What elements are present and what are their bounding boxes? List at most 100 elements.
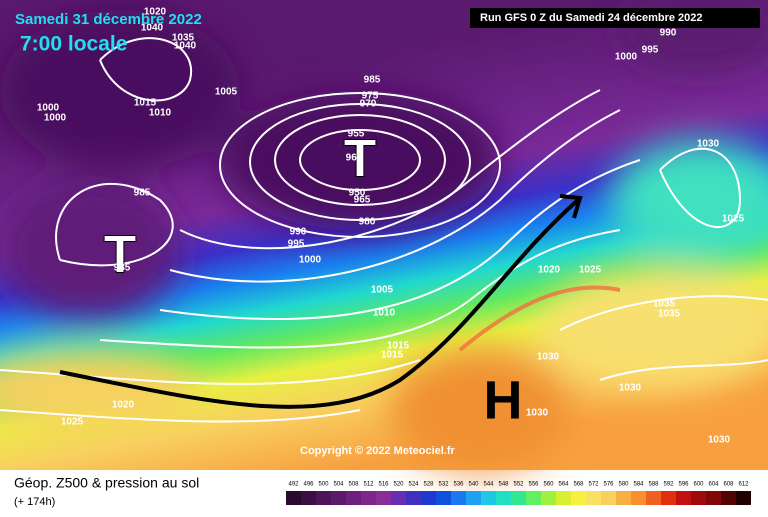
isobar-label: 985 xyxy=(114,263,131,274)
arrow xyxy=(59,198,580,409)
date: Samedi 31 décembre 2022 xyxy=(15,11,202,28)
isobar-label: 1035 xyxy=(653,299,676,310)
scale-label: 576 xyxy=(603,482,614,488)
scale-label: 504 xyxy=(333,482,344,488)
scale-swatch xyxy=(436,491,451,505)
isobar-label: 990 xyxy=(290,227,307,238)
high-marker: H xyxy=(484,370,523,430)
scale-label: 572 xyxy=(588,482,599,488)
isobar-label: 1020 xyxy=(538,265,561,276)
scale-label: 508 xyxy=(348,482,359,488)
scale-swatch xyxy=(601,491,616,505)
scale-label: 548 xyxy=(498,482,509,488)
footer-title: Géop. Z500 & pression au sol xyxy=(14,475,199,491)
scale-swatch xyxy=(451,491,466,505)
isobar-label: 975 xyxy=(362,91,379,102)
scale-label: 588 xyxy=(648,482,659,488)
scale-swatch xyxy=(676,491,691,505)
scale-swatch xyxy=(706,491,721,505)
isobar-label: 1040 xyxy=(141,23,164,34)
isobar-label: 1030 xyxy=(537,352,560,363)
scale-label: 544 xyxy=(483,482,494,488)
scale-label: 552 xyxy=(513,482,524,488)
scale-swatch xyxy=(571,491,586,505)
scale-swatch xyxy=(721,491,736,505)
scale-swatch xyxy=(526,491,541,505)
low-marker: T xyxy=(104,224,137,284)
isobar-label: 1000 xyxy=(615,52,638,63)
scale-swatch xyxy=(421,491,436,505)
time: 7:00 locale xyxy=(20,33,127,56)
isobar-label: 1020 xyxy=(144,7,167,18)
scale-label: 524 xyxy=(408,482,419,488)
isobar-label: 1030 xyxy=(697,139,720,150)
scale-label: 500 xyxy=(318,482,329,488)
low-marker: T xyxy=(344,128,377,188)
scale-label: 496 xyxy=(303,482,314,488)
scale-label: 560 xyxy=(543,482,554,488)
isobar-label: 985 xyxy=(364,75,381,86)
isobar-label: 1020 xyxy=(112,400,135,411)
isobar-label: 1030 xyxy=(526,408,549,419)
scale-label: 584 xyxy=(633,482,644,488)
scale-label: 540 xyxy=(468,482,479,488)
scale-swatch xyxy=(376,491,391,505)
footer-lead: (+ 174h) xyxy=(14,496,55,508)
isobar-label: 995 xyxy=(642,45,659,56)
scale-label: 596 xyxy=(678,482,689,488)
field-blobs xyxy=(0,0,768,470)
isobar-label: 1015 xyxy=(134,98,157,109)
scale-swatch xyxy=(481,491,496,505)
isobar-label: 1035 xyxy=(172,33,195,44)
isobar-label: 1030 xyxy=(708,435,731,446)
scale-swatch xyxy=(361,491,376,505)
scale-swatch xyxy=(406,491,421,505)
scale-label: 580 xyxy=(618,482,629,488)
isobar-label: 985 xyxy=(134,188,151,199)
warm-arrow xyxy=(458,285,621,352)
scale-swatch xyxy=(286,491,301,505)
scale-swatch xyxy=(616,491,631,505)
scale-swatch xyxy=(466,491,481,505)
scale-label: 568 xyxy=(573,482,584,488)
scale-swatch xyxy=(691,491,706,505)
scale-label: 608 xyxy=(723,482,734,488)
isobar-label: 1000 xyxy=(37,103,60,114)
isobar-label: 1005 xyxy=(215,87,238,98)
isobar-label: 960 xyxy=(346,153,363,164)
arrow-head xyxy=(559,194,583,219)
run-info: Run GFS 0 Z du Samedi 24 décembre 2022 xyxy=(480,12,703,24)
scale-label: 612 xyxy=(738,482,749,488)
isobar-label: 955 xyxy=(348,129,365,140)
scale-label: 604 xyxy=(708,482,719,488)
isobar-label: 1015 xyxy=(381,350,404,361)
scale-swatch xyxy=(661,491,676,505)
isobar-label: 965 xyxy=(354,195,371,206)
scale-swatch xyxy=(541,491,556,505)
isobar-label: 970 xyxy=(360,99,377,110)
scale-swatch xyxy=(511,491,526,505)
scale-swatch xyxy=(556,491,571,505)
scale-label: 536 xyxy=(453,482,464,488)
isobar-label: 1005 xyxy=(371,285,394,296)
scale-label: 600 xyxy=(693,482,704,488)
isobar-label: 1010 xyxy=(373,308,396,319)
scale-label: 592 xyxy=(663,482,674,488)
isobar-label: 1025 xyxy=(61,417,84,428)
scale-swatch xyxy=(316,491,331,505)
scale-swatch xyxy=(646,491,661,505)
isobars xyxy=(0,37,768,423)
isobar-label: 1000 xyxy=(299,255,322,266)
isobar-label: 950 xyxy=(349,188,366,199)
isobar-label: 1040 xyxy=(174,41,197,52)
isobar-label: 1000 xyxy=(44,113,67,124)
run-box xyxy=(470,8,760,28)
scale-swatch xyxy=(391,491,406,505)
scale-swatch xyxy=(331,491,346,505)
isobar-label: 995 xyxy=(288,239,305,250)
scale-label: 492 xyxy=(288,482,299,488)
scale-label: 512 xyxy=(363,482,374,488)
scale-label: 528 xyxy=(423,482,434,488)
scale-swatch xyxy=(631,491,646,505)
